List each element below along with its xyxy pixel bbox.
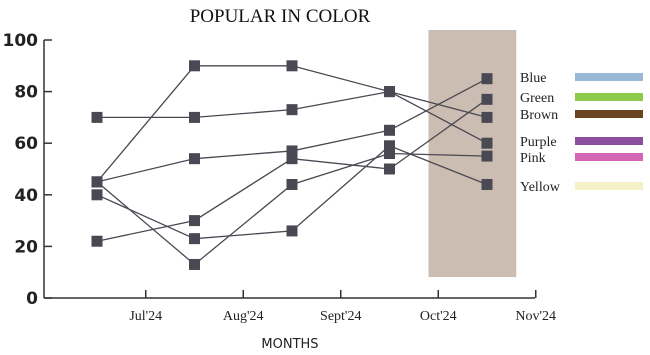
- data-point-purple: [384, 140, 395, 152]
- legend-label-purple: Purple: [520, 135, 557, 150]
- data-point-brown: [189, 111, 200, 123]
- data-point-yellow: [384, 148, 395, 160]
- legend-swatch-purple: [575, 137, 643, 145]
- data-point-blue: [481, 111, 493, 123]
- data-point-purple: [91, 189, 103, 201]
- data-point-brown: [384, 86, 395, 98]
- series-markers: [91, 60, 493, 270]
- data-point-pink: [91, 235, 103, 247]
- data-point-green: [481, 73, 493, 85]
- y-tick-label: 100: [3, 31, 39, 51]
- y-tick-label: 0: [26, 289, 38, 309]
- legend-swatch-yellow: [575, 182, 643, 190]
- y-axis-ticks: 0 20 40 60 80 100: [3, 31, 52, 309]
- data-point-purple: [189, 233, 200, 245]
- data-point-purple: [286, 225, 298, 237]
- legend-swatch-blue: [575, 73, 643, 81]
- legend-label-yellow: Yellow: [520, 180, 561, 195]
- chart-title: POPULAR IN COLOR: [190, 6, 371, 27]
- data-point-pink: [384, 163, 395, 175]
- data-point-yellow: [189, 258, 200, 270]
- legend-swatch-brown: [575, 110, 643, 118]
- y-tick-label: 40: [14, 186, 38, 206]
- data-point-yellow: [286, 178, 298, 190]
- x-axis-label: MONTHS: [261, 337, 318, 352]
- data-point-green: [189, 153, 200, 165]
- data-point-green: [384, 124, 395, 136]
- x-tick-label: Aug'24: [223, 309, 264, 324]
- data-point-yellow: [91, 176, 103, 188]
- data-point-pink: [189, 215, 200, 227]
- y-tick-label: 80: [14, 83, 38, 103]
- data-point-purple: [481, 178, 493, 190]
- legend-swatch-pink: [575, 153, 643, 161]
- x-axis-ticks: Jul'24 Aug'24 Sept'24 Oct'24 Nov'24: [129, 290, 556, 324]
- data-point-green: [286, 145, 298, 157]
- highlight-band: [428, 30, 517, 277]
- data-point-pink: [481, 93, 493, 105]
- data-point-brown: [91, 111, 103, 123]
- data-point-blue: [286, 60, 298, 72]
- y-tick-label: 20: [14, 237, 38, 257]
- legend-label-pink: Pink: [520, 151, 546, 166]
- x-tick-label: Jul'24: [129, 309, 162, 324]
- data-point-pink: [286, 153, 298, 165]
- data-point-brown: [286, 104, 298, 116]
- data-point-blue: [189, 60, 200, 72]
- legend-label-green: Green: [520, 91, 554, 106]
- legend-swatch-green: [575, 93, 643, 101]
- data-point-yellow: [481, 150, 493, 162]
- x-tick-label: Oct'24: [420, 309, 457, 324]
- x-tick-label: Sept'24: [320, 309, 361, 324]
- legend-label-blue: Blue: [520, 71, 546, 86]
- y-tick-label: 60: [14, 134, 38, 154]
- x-tick-label: Nov'24: [515, 309, 556, 324]
- legend-label-brown: Brown: [520, 108, 558, 123]
- data-point-brown: [481, 137, 493, 149]
